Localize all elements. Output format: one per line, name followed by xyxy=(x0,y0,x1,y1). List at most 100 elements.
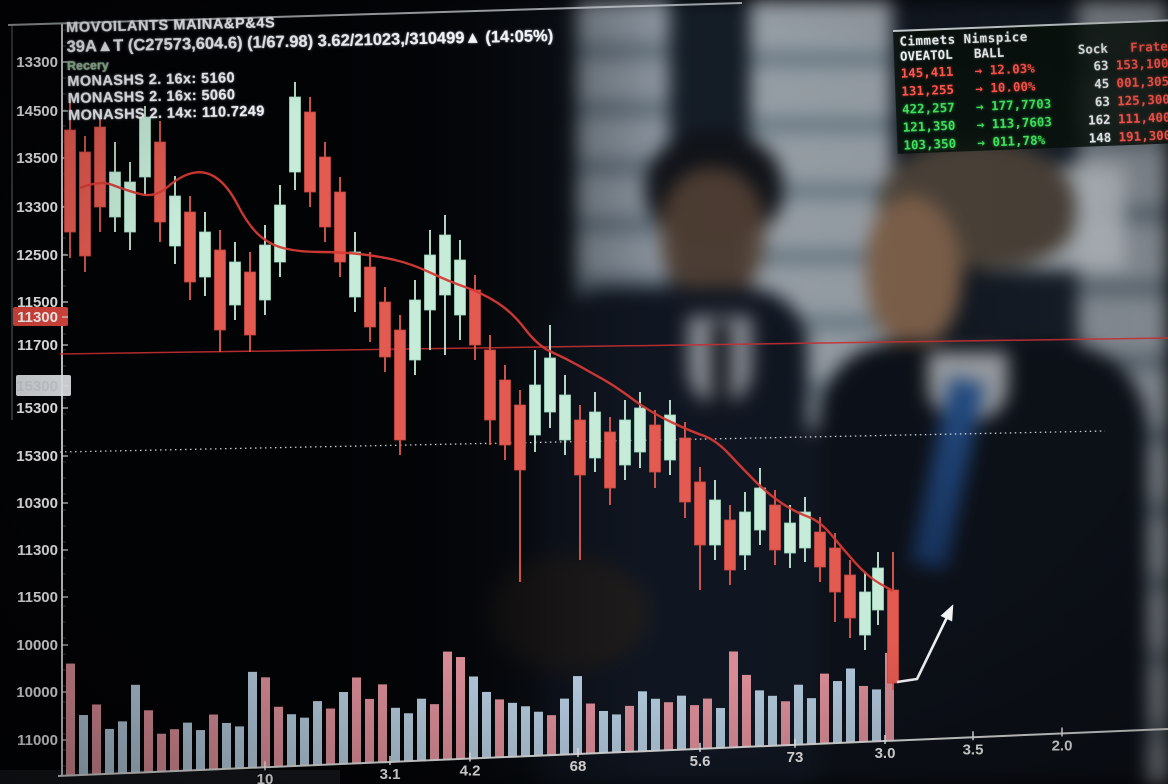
candle-body xyxy=(109,171,121,218)
volume-bar xyxy=(157,733,166,772)
candle-body xyxy=(872,567,884,611)
volume-bar xyxy=(170,729,179,772)
volume-bar xyxy=(807,698,816,745)
quote-cell: 103,350 xyxy=(903,135,957,153)
quote-cell: 162 xyxy=(1087,111,1111,128)
volume-bar xyxy=(339,692,348,765)
volume-bar xyxy=(430,704,439,761)
candle-body xyxy=(379,301,391,358)
candle-body xyxy=(364,266,376,328)
candle-body xyxy=(799,511,811,549)
time-axis-label: 10 xyxy=(257,771,274,784)
candle-body xyxy=(94,126,106,208)
quote-cell: 001,305 xyxy=(1116,73,1168,91)
candle-body xyxy=(724,519,736,571)
candle-body xyxy=(649,424,661,473)
volume-bar xyxy=(690,705,699,750)
volume-bar xyxy=(833,681,842,744)
candle-body xyxy=(499,379,511,446)
candle-body xyxy=(244,271,256,336)
candle-body xyxy=(229,261,241,306)
candle-body xyxy=(739,511,751,556)
volume-bar xyxy=(105,728,114,774)
candle-body xyxy=(169,195,181,247)
volume-bar xyxy=(118,721,127,774)
volume-bar xyxy=(261,677,270,768)
volume-bar xyxy=(404,713,413,762)
price-axis-label: 15300 xyxy=(16,378,58,395)
quote-cell: 63 xyxy=(1093,57,1109,74)
quote-board: Cimmets Nimspice OVEATOL BALL Sock Frate… xyxy=(893,19,1168,154)
quote-cell: → 011,78% xyxy=(977,132,1046,150)
candle-body xyxy=(514,404,526,471)
price-axis-label: 12500 xyxy=(16,247,58,264)
candle-body xyxy=(844,574,856,619)
volume-bar xyxy=(820,673,829,744)
quote-cell: 111,400 xyxy=(1117,109,1168,127)
candle-body xyxy=(64,129,76,233)
volume-bar xyxy=(248,671,257,768)
volume-bar xyxy=(677,695,686,750)
price-highlight-red xyxy=(13,307,68,326)
candle-body xyxy=(754,487,766,531)
candle-body xyxy=(784,522,796,554)
volume-bar xyxy=(391,707,400,762)
volume-bar xyxy=(664,702,673,751)
volume-bar xyxy=(482,691,491,758)
volume-bar xyxy=(131,684,140,773)
price-axis-label: 11300 xyxy=(17,309,58,326)
price-axis-label: 13500 xyxy=(16,150,58,167)
candle-body xyxy=(859,591,871,636)
time-axis-label: 3.5 xyxy=(963,741,984,758)
volume-bar xyxy=(183,722,192,771)
candle-body xyxy=(829,547,841,593)
volume-bar xyxy=(625,705,634,752)
candle-body xyxy=(139,116,151,178)
candle-body xyxy=(529,384,541,436)
candle-body xyxy=(694,481,706,546)
price-axis-label: 10000 xyxy=(16,684,58,701)
column-header: Sock xyxy=(1077,40,1109,57)
candle-body xyxy=(409,299,421,361)
candle-body xyxy=(154,141,166,223)
candle-body xyxy=(184,211,196,283)
volume-bar xyxy=(872,689,881,742)
volume-bar xyxy=(378,684,387,763)
volume-bar xyxy=(651,698,660,751)
volume-bar xyxy=(638,691,647,752)
volume-bar xyxy=(521,706,530,757)
volume-bar xyxy=(716,708,725,749)
candle-body xyxy=(484,349,496,421)
volume-bar xyxy=(495,699,504,758)
screen-top-edge xyxy=(7,2,743,26)
volume-bar xyxy=(300,717,309,766)
candle-body xyxy=(334,191,346,263)
price-axis-label: 15300 xyxy=(16,448,58,465)
candle-body xyxy=(589,411,601,459)
candle-body xyxy=(604,431,616,489)
volume-bar xyxy=(885,652,894,741)
quote-cell: 148 xyxy=(1088,129,1112,146)
candle-body xyxy=(349,251,361,298)
price-axis-label: 11500 xyxy=(17,294,58,311)
volume-bar xyxy=(547,715,556,756)
volume-bar xyxy=(352,677,361,764)
price-axis-label: 11000 xyxy=(17,732,58,749)
candle-body xyxy=(619,419,631,466)
volume-bar xyxy=(729,651,738,748)
candle-body xyxy=(679,437,691,503)
price-level-line xyxy=(59,337,1168,355)
candle-body xyxy=(124,181,136,233)
volume-bar xyxy=(755,690,764,747)
candle-body xyxy=(439,234,451,296)
volume-bar xyxy=(508,702,517,757)
price-axis-label: 11700 xyxy=(17,337,58,354)
volume-bar xyxy=(235,726,244,769)
price-axis-label: 13300 xyxy=(16,54,58,71)
volume-bar xyxy=(534,711,543,756)
candle-body xyxy=(259,244,271,301)
volume-bar xyxy=(287,714,296,767)
volume-bar xyxy=(274,706,283,767)
